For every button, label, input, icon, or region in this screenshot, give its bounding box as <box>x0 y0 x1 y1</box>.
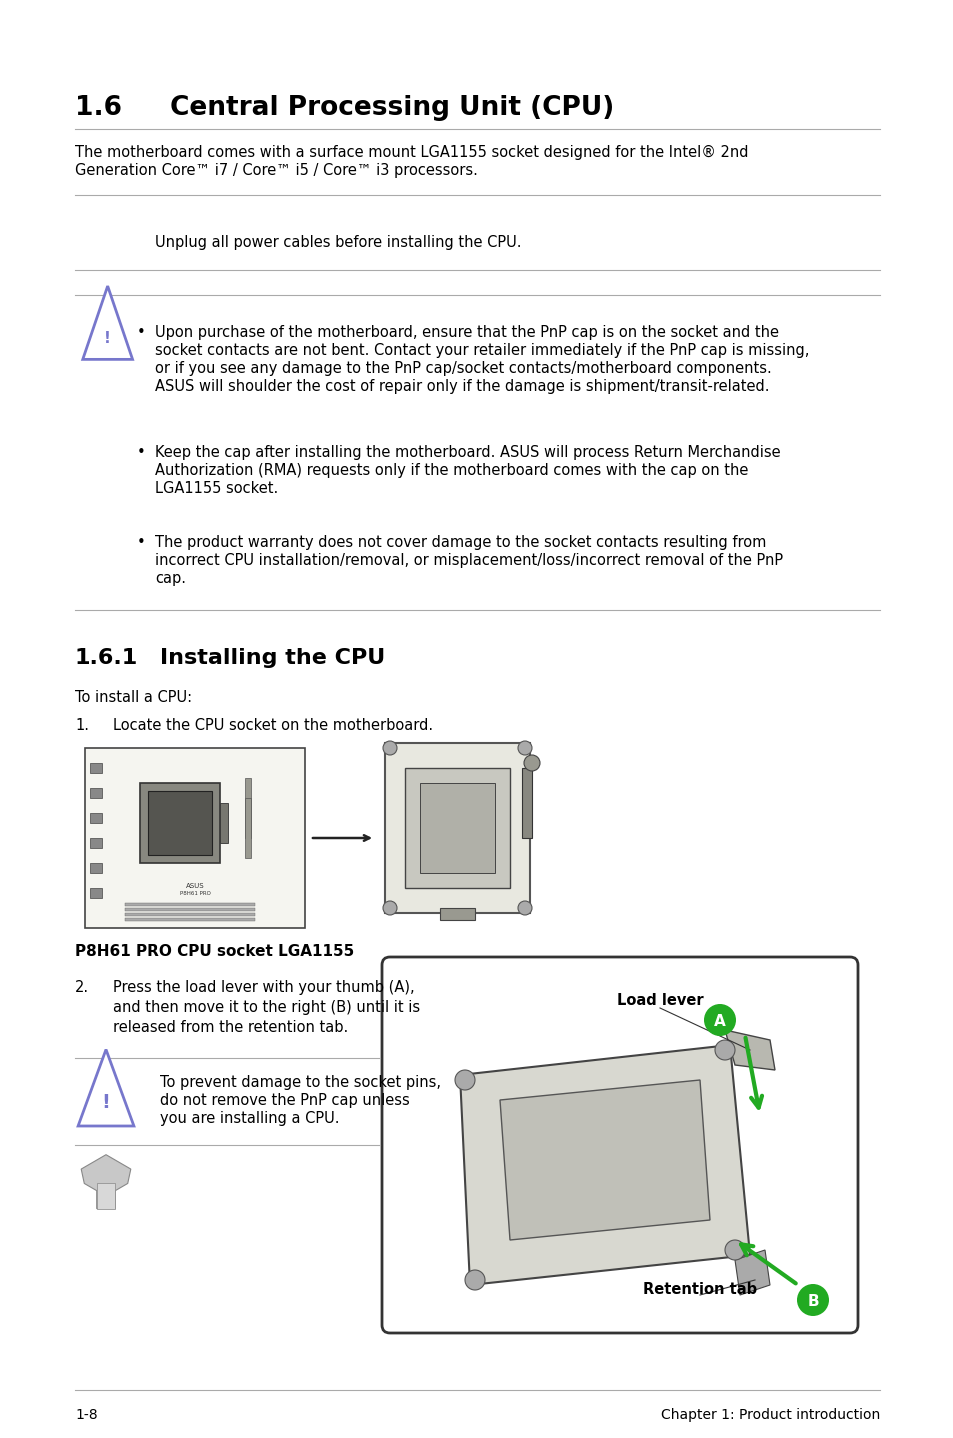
Text: do not remove the PnP cap unless: do not remove the PnP cap unless <box>160 1093 410 1109</box>
Bar <box>90 838 102 848</box>
Text: P8H61 PRO CPU socket LGA1155: P8H61 PRO CPU socket LGA1155 <box>75 943 354 959</box>
Text: B: B <box>806 1294 818 1309</box>
Polygon shape <box>734 1250 769 1296</box>
Circle shape <box>455 1070 475 1090</box>
Bar <box>125 913 254 916</box>
Polygon shape <box>724 1030 774 1070</box>
Circle shape <box>523 755 539 771</box>
Text: •: • <box>137 444 146 460</box>
Bar <box>90 788 102 798</box>
Text: •: • <box>137 325 146 339</box>
Bar <box>245 778 251 838</box>
Bar <box>220 802 228 843</box>
Text: Press the load lever with your thumb (A),: Press the load lever with your thumb (A)… <box>112 981 415 995</box>
FancyBboxPatch shape <box>385 743 530 913</box>
Bar <box>140 784 220 863</box>
Text: The product warranty does not cover damage to the socket contacts resulting from: The product warranty does not cover dama… <box>154 535 765 549</box>
Bar <box>125 917 254 920</box>
Text: Authorization (RMA) requests only if the motherboard comes with the cap on the: Authorization (RMA) requests only if the… <box>154 463 747 477</box>
Text: P8H61 PRO: P8H61 PRO <box>179 892 211 896</box>
Circle shape <box>796 1284 828 1316</box>
Bar <box>90 812 102 823</box>
Bar <box>521 768 532 838</box>
Polygon shape <box>459 1045 749 1286</box>
Text: Generation Core™ i7 / Core™ i5 / Core™ i3 processors.: Generation Core™ i7 / Core™ i5 / Core™ i… <box>75 162 477 178</box>
Bar <box>405 768 510 889</box>
Text: •: • <box>137 535 146 549</box>
Text: Installing the CPU: Installing the CPU <box>160 649 385 669</box>
Text: Keep the cap after installing the motherboard. ASUS will process Return Merchand: Keep the cap after installing the mother… <box>154 444 780 460</box>
Text: or if you see any damage to the PnP cap/socket contacts/motherboard components.: or if you see any damage to the PnP cap/… <box>154 361 771 375</box>
Text: To prevent damage to the socket pins,: To prevent damage to the socket pins, <box>160 1076 440 1090</box>
Text: 1-8: 1-8 <box>75 1408 97 1422</box>
Bar <box>90 764 102 774</box>
Text: Locate the CPU socket on the motherboard.: Locate the CPU socket on the motherboard… <box>112 718 433 733</box>
Text: and then move it to the right (B) until it is: and then move it to the right (B) until … <box>112 999 419 1015</box>
Text: ASUS will shoulder the cost of repair only if the damage is shipment/transit-rel: ASUS will shoulder the cost of repair on… <box>154 380 769 394</box>
Text: 1.6.1: 1.6.1 <box>75 649 138 669</box>
Text: incorrect CPU installation/removal, or misplacement/loss/incorrect removal of th: incorrect CPU installation/removal, or m… <box>154 554 782 568</box>
Text: released from the retention tab.: released from the retention tab. <box>112 1020 348 1035</box>
FancyBboxPatch shape <box>381 958 857 1333</box>
Text: you are installing a CPU.: you are installing a CPU. <box>160 1112 339 1126</box>
Text: 1.: 1. <box>75 718 89 733</box>
FancyBboxPatch shape <box>85 748 305 928</box>
Text: cap.: cap. <box>154 571 186 587</box>
Bar <box>125 907 254 912</box>
Circle shape <box>714 1040 734 1060</box>
Text: The motherboard comes with a surface mount LGA1155 socket designed for the Intel: The motherboard comes with a surface mou… <box>75 145 748 160</box>
Text: Central Processing Unit (CPU): Central Processing Unit (CPU) <box>170 95 614 121</box>
Text: Chapter 1: Product introduction: Chapter 1: Product introduction <box>660 1408 879 1422</box>
Text: 1.6: 1.6 <box>75 95 122 121</box>
Text: Load lever: Load lever <box>616 994 702 1008</box>
Circle shape <box>382 902 396 915</box>
Circle shape <box>517 902 532 915</box>
Circle shape <box>703 1004 735 1035</box>
Circle shape <box>382 741 396 755</box>
Text: socket contacts are not bent. Contact your retailer immediately if the PnP cap i: socket contacts are not bent. Contact yo… <box>154 344 808 358</box>
Bar <box>90 889 102 897</box>
Text: LGA1155 socket.: LGA1155 socket. <box>154 480 278 496</box>
Text: Unplug all power cables before installing the CPU.: Unplug all power cables before installin… <box>154 234 521 250</box>
Bar <box>419 784 495 873</box>
Circle shape <box>464 1270 484 1290</box>
Circle shape <box>517 741 532 755</box>
Text: Retention tab: Retention tab <box>642 1283 757 1297</box>
Text: ASUS: ASUS <box>186 883 204 889</box>
Bar <box>125 903 254 906</box>
Bar <box>439 907 475 920</box>
Bar <box>90 863 102 873</box>
Text: 2.: 2. <box>75 981 89 995</box>
Circle shape <box>724 1240 744 1260</box>
Bar <box>245 798 251 858</box>
Polygon shape <box>499 1080 709 1240</box>
Text: To install a CPU:: To install a CPU: <box>75 690 192 705</box>
Text: A: A <box>714 1014 725 1028</box>
Bar <box>148 791 212 856</box>
Text: Upon purchase of the motherboard, ensure that the PnP cap is on the socket and t: Upon purchase of the motherboard, ensure… <box>154 325 779 339</box>
